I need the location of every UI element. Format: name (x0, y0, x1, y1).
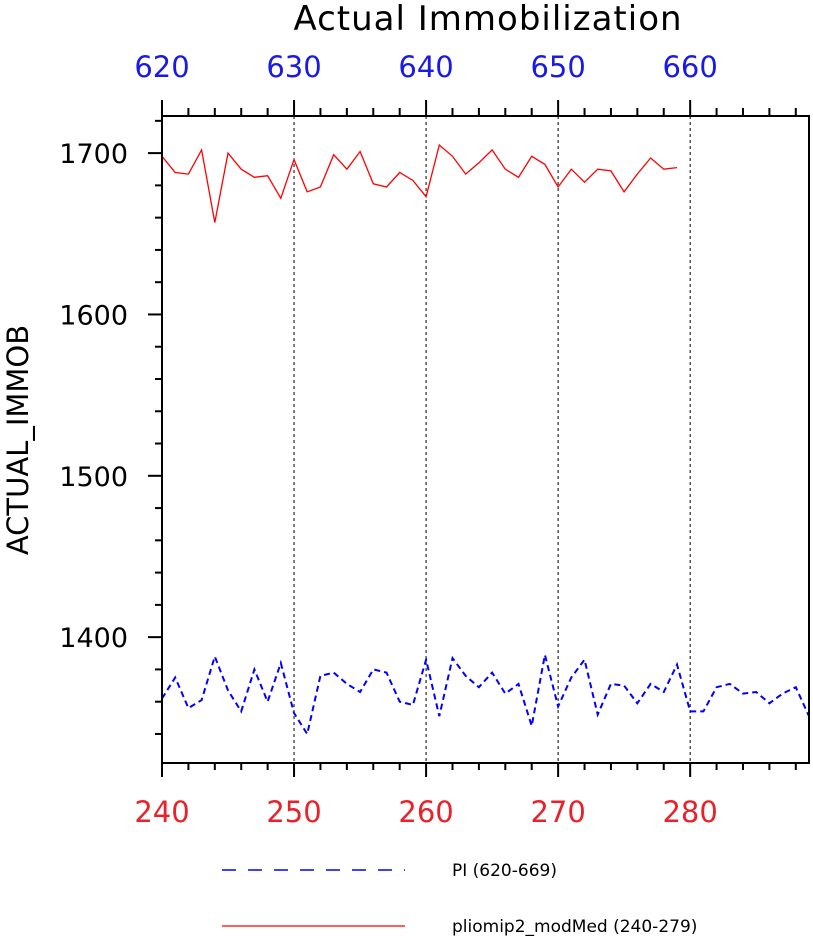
series-line-pi (162, 653, 809, 737)
bottom-tick-label: 240 (134, 795, 189, 829)
legend-label: PI (620-669) (452, 861, 557, 881)
y-tick-label: 1600 (59, 300, 128, 331)
bottom-tick-label: 280 (662, 795, 717, 829)
bottom-tick-label: 270 (530, 795, 585, 829)
top-axis-ticks: 620 630 640 650 660 (134, 50, 797, 116)
series-line-pliomip2 (162, 143, 678, 223)
y-tick-label: 1700 (59, 139, 128, 170)
bottom-axis-ticks: 240 250 260 270 280 (134, 763, 797, 829)
top-tick-label: 660 (662, 50, 717, 84)
y-tick-label: 1500 (59, 462, 128, 493)
top-tick-label: 630 (266, 50, 321, 84)
legend: PI (620-669) pliomip2_modMed (240-279) (222, 861, 697, 936)
bottom-tick-label: 250 (266, 795, 321, 829)
top-tick-label: 640 (398, 50, 453, 84)
plot-series (162, 143, 809, 737)
gridlines (293, 116, 691, 763)
chart-title: Actual Immobilization (293, 0, 682, 39)
legend-label: pliomip2_modMed (240-279) (452, 917, 697, 936)
top-tick-label: 620 (134, 50, 189, 84)
plot-frame (161, 115, 810, 764)
bottom-tick-label: 260 (398, 795, 453, 829)
y-axis-label: ACTUAL_IMMOB (1, 325, 35, 555)
y-axis-ticks: 1400 1500 1600 1700 (59, 119, 162, 735)
top-tick-label: 650 (530, 50, 585, 84)
y-tick-label: 1400 (59, 623, 128, 654)
